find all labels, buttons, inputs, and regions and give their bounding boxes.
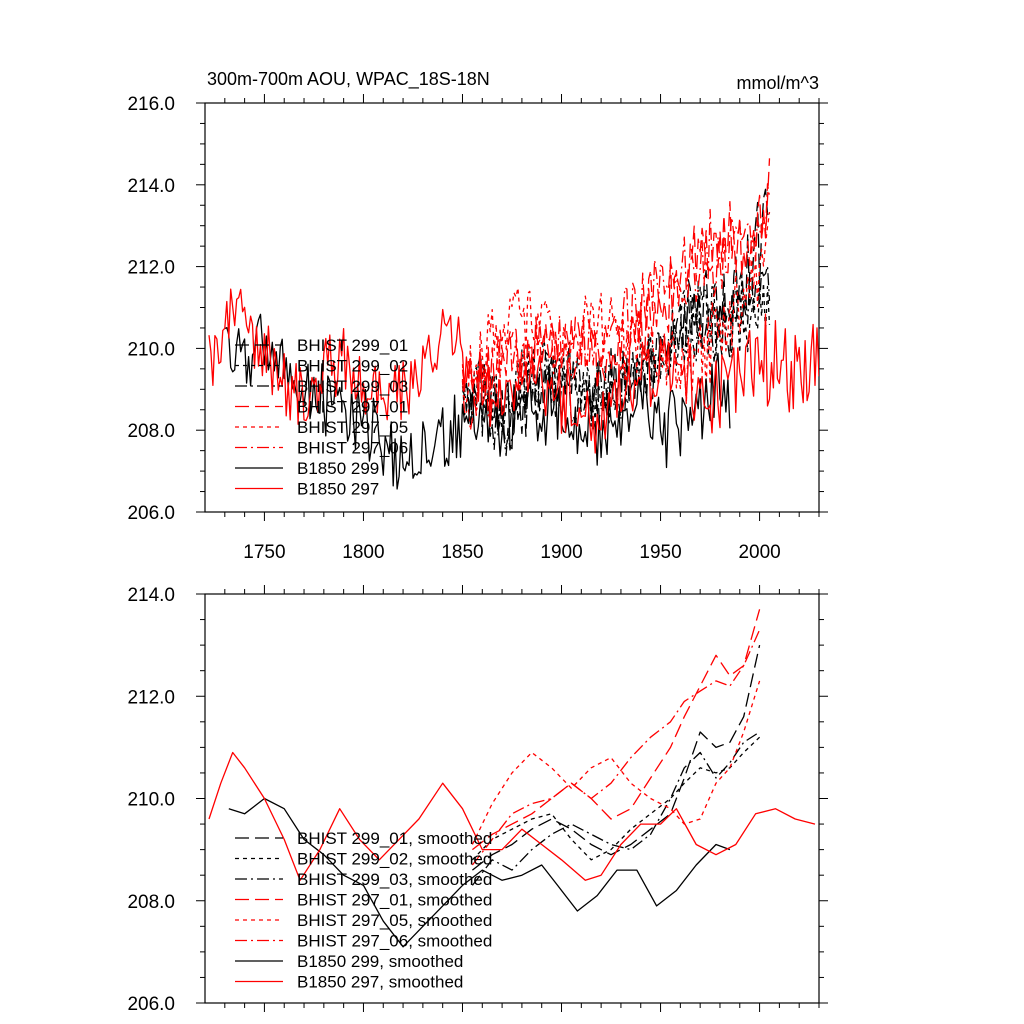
series-group — [208, 158, 819, 490]
series-line-bhist-299-03-smoothed — [471, 731, 760, 886]
series-line-bhist-299-02-smoothed — [471, 736, 761, 861]
series-line-bhist-299-01-smoothed — [472, 644, 761, 871]
series-group — [208, 609, 816, 948]
legend-label: BHIST 297_06, smoothed — [297, 932, 492, 951]
x-tick-label: 2000 — [738, 542, 780, 563]
y-tick-label: 210.0 — [127, 339, 175, 360]
series-line-bhist-297-01-smoothed — [472, 609, 761, 851]
y-tick-label: 216.0 — [127, 94, 175, 115]
legend-label: B1850 297, smoothed — [297, 973, 463, 992]
legend-label: BHIST 299_01 — [297, 336, 408, 355]
series-line-bhist-297-05-smoothed — [471, 680, 761, 845]
legend: BHIST 299_01, smoothed BHIST 299_02, smoo… — [235, 829, 492, 992]
series-line-b1850-297 — [208, 288, 819, 454]
y-tick-label: 206.0 — [127, 503, 175, 524]
legend-label: BHIST 297_05 — [297, 418, 408, 437]
y-tick-label: 208.0 — [127, 892, 175, 913]
y-tick-label: 212.0 — [127, 687, 175, 708]
legend-label: BHIST 299_03 — [297, 377, 408, 396]
y-tick-label: 214.0 — [127, 585, 175, 606]
bottom-panel: 206.0 208.0 210.0 212.0 214.0 BHIST 299_01, s… — [127, 585, 828, 1015]
series-line-bhist-297-01 — [461, 158, 771, 412]
legend-label: BHIST 299_03, smoothed — [297, 870, 492, 889]
legend-label: B1850 299, smoothed — [297, 952, 463, 971]
x-tick-label: 1900 — [540, 542, 582, 563]
legend-label: BHIST 299_02, smoothed — [297, 850, 492, 869]
series-line-bhist-297-06-smoothed — [471, 629, 761, 866]
x-tick-label: 1800 — [342, 542, 384, 563]
x-tick-label: 1950 — [639, 542, 681, 563]
legend-label: BHIST 299_02 — [297, 357, 408, 376]
y-tick-label: 214.0 — [127, 176, 175, 197]
series-line-b1850-297-smoothed — [208, 751, 816, 881]
legend-label: BHIST 297_06 — [297, 439, 408, 458]
series-line-bhist-297-05 — [461, 212, 771, 406]
y-tick-label: 208.0 — [127, 421, 175, 442]
y-tick-label: 212.0 — [127, 258, 175, 279]
legend-label: B1850 299 — [297, 459, 379, 478]
legend-label: BHIST 297_01, smoothed — [297, 891, 492, 910]
legend-label: B1850 297 — [297, 480, 379, 499]
legend-label: BHIST 297_01 — [297, 398, 408, 417]
x-tick-label: 1850 — [441, 542, 483, 563]
units-label: mmol/m^3 — [737, 73, 819, 93]
legend-label: BHIST 297_05, smoothed — [297, 911, 492, 930]
series-line-b1850-299-smoothed — [228, 797, 731, 948]
chart-title: 300m-700m AOU, WPAC_18S-18N — [207, 69, 490, 90]
y-tick-label: 210.0 — [127, 790, 175, 811]
x-tick-label: 1750 — [243, 542, 285, 563]
y-tick-label: 206.0 — [127, 994, 175, 1015]
top-panel: 206.0 208.0 210.0 212.0 214.0 216.0 1750 1800 18… — [127, 69, 828, 563]
series-line-b1850-299 — [224, 313, 731, 490]
legend-label: BHIST 299_01, smoothed — [297, 829, 492, 848]
series-line-bhist-297-06 — [461, 183, 771, 432]
